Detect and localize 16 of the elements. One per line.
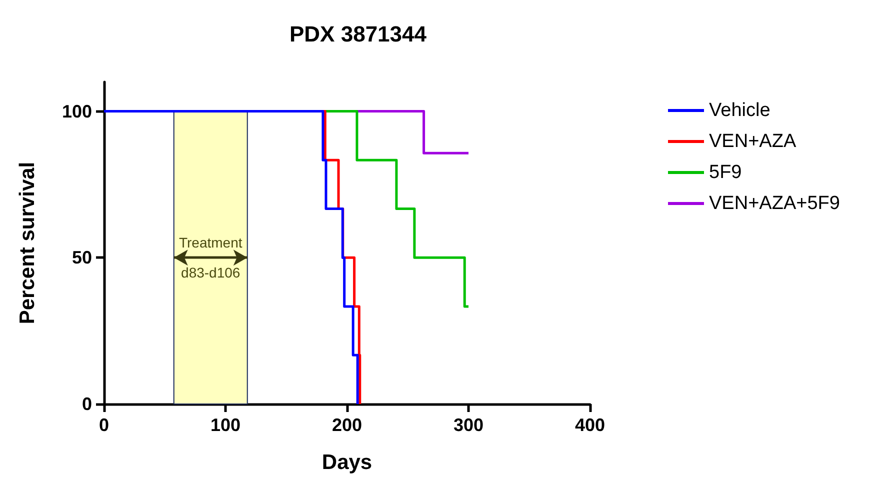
x-tick-label: 400 [574,415,606,435]
x-tick-label: 200 [332,415,362,435]
x-tick-label: 100 [210,415,241,435]
band-label: Treatment d83-d106 [178,234,242,281]
legend-label: 5F9 [709,162,742,183]
y-tick-label: 0 [82,394,92,414]
legend-label: Vehicle [709,100,770,121]
y-axis-title: Percent survival [16,162,39,324]
chart-title: PDX 3871344 [290,22,428,46]
legend-label: VEN+AZA+5F9 [709,193,840,214]
y-tick-label: 50 [72,248,92,268]
x-axis-title: Days [322,451,372,474]
y-tick-label: 100 [62,101,92,122]
x-tick-label: 0 [98,415,110,435]
x-tick-label: 300 [453,415,484,435]
legend-label: VEN+AZA [709,131,796,152]
